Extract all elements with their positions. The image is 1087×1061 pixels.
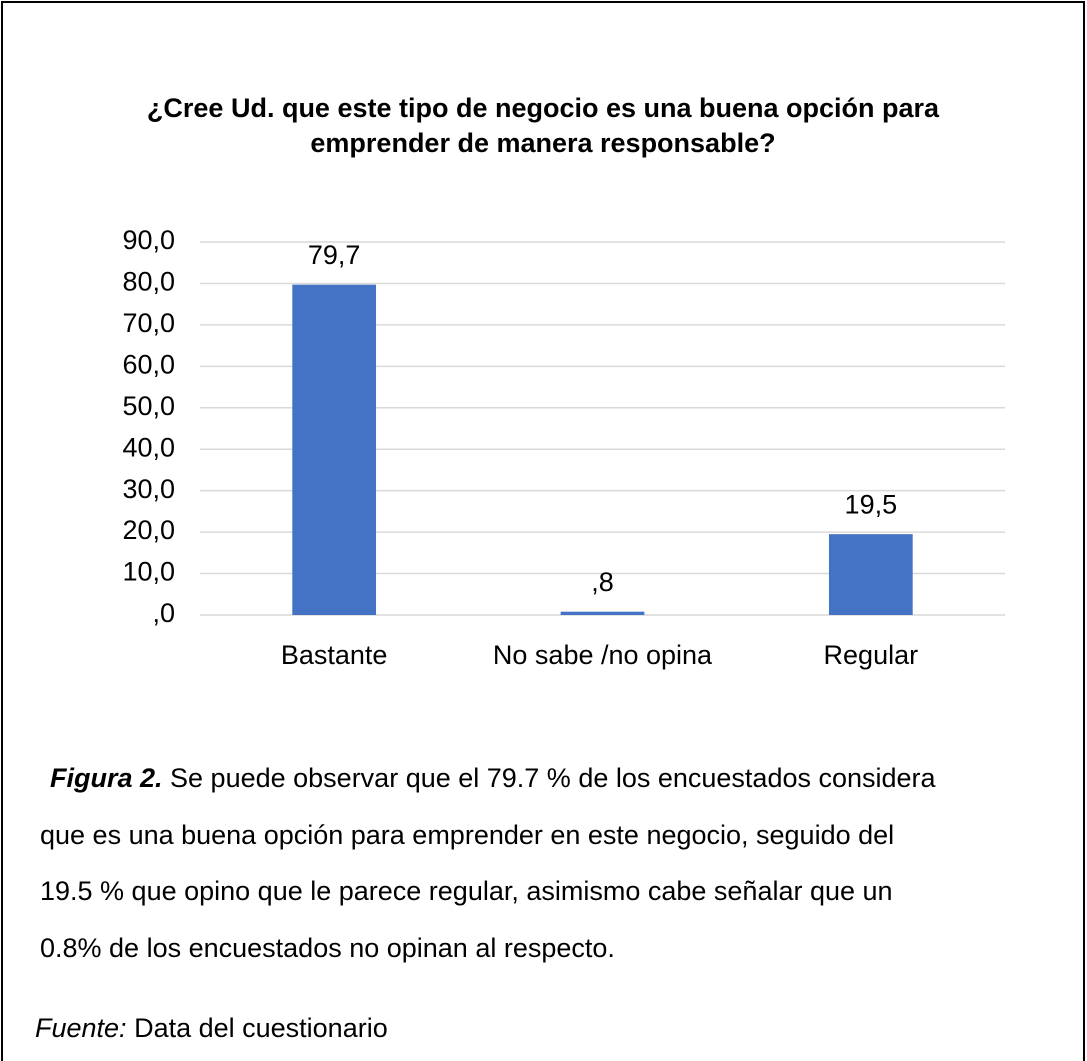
chart-title: ¿Cree Ud. que este tipo de negocio es un… (147, 93, 940, 123)
caption-line: 19.5 % que opino que le parece regular, … (40, 876, 893, 906)
bar (560, 611, 645, 615)
caption-text: Se puede observar que el 79.7 % de los e… (163, 763, 937, 793)
y-tick-label: 60,0 (122, 349, 175, 379)
source-label: Fuente: (35, 1013, 127, 1043)
y-tick-label: 80,0 (122, 267, 175, 297)
y-tick-label: 40,0 (122, 432, 175, 462)
x-tick-label: Bastante (281, 640, 388, 670)
caption-line: que es una buena opción para emprender e… (40, 820, 894, 850)
caption-line: Figura 2. Se puede observar que el 79.7 … (50, 763, 937, 793)
bar (292, 284, 377, 615)
source-line: Fuente: Data del cuestionario (35, 1013, 388, 1043)
y-tick-label: 20,0 (122, 515, 175, 545)
y-tick-label: ,0 (152, 598, 175, 628)
source-text: Data del cuestionario (127, 1013, 388, 1043)
bar (828, 534, 913, 615)
x-tick-label: Regular (824, 640, 919, 670)
data-label: 19,5 (845, 489, 898, 519)
y-tick-label: 50,0 (122, 391, 175, 421)
y-tick-label: 70,0 (122, 308, 175, 338)
caption-label: Figura 2. (50, 763, 163, 793)
chart-title: emprender de manera responsable? (310, 128, 775, 158)
data-label: 79,7 (308, 240, 361, 270)
data-label: ,8 (591, 567, 614, 597)
y-tick-label: 30,0 (122, 474, 175, 504)
y-tick-label: 90,0 (122, 225, 175, 255)
caption-line: 0.8% de los encuestados no opinan al res… (40, 933, 615, 963)
x-tick-label: No sabe /no opina (493, 640, 713, 670)
y-tick-label: 10,0 (122, 557, 175, 587)
